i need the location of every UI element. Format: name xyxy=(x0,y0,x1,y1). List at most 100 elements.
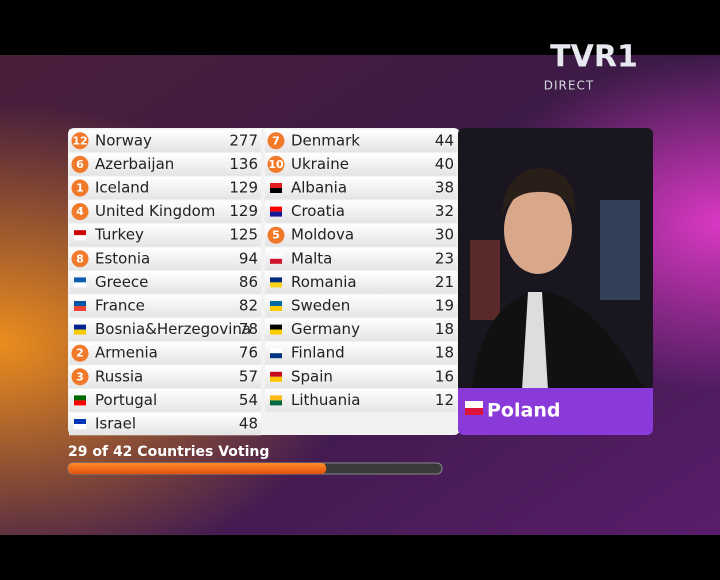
country-name: Israel xyxy=(95,415,136,433)
score: 82 xyxy=(239,297,258,315)
country-name: Malta xyxy=(291,249,332,267)
score: 19 xyxy=(435,297,454,315)
flag-icon xyxy=(270,183,282,188)
country-name: Romania xyxy=(291,273,357,291)
score: 57 xyxy=(239,367,258,385)
points-badge xyxy=(71,368,89,386)
flag-icon xyxy=(270,277,282,283)
country-name: Armenia xyxy=(95,344,158,362)
flag-icon xyxy=(74,424,86,429)
score: 40 xyxy=(435,155,454,173)
row-background xyxy=(69,223,261,247)
country-name: Portugal xyxy=(95,391,157,409)
country-name: United Kingdom xyxy=(95,202,215,220)
score: 32 xyxy=(435,202,454,220)
flag-icon xyxy=(270,301,282,306)
row-background xyxy=(69,271,261,294)
score: 94 xyxy=(239,249,258,267)
row-background xyxy=(69,365,261,389)
flag-icon xyxy=(74,395,86,401)
video-feed: Poland xyxy=(458,128,653,435)
score: 18 xyxy=(435,344,454,362)
points-badge-text: 10 xyxy=(268,158,284,171)
score: 21 xyxy=(435,273,454,291)
flag-icon xyxy=(74,277,86,283)
flag-icon xyxy=(270,282,282,288)
row-background xyxy=(69,200,261,223)
points-badge xyxy=(71,203,89,221)
country-name: Sweden xyxy=(291,297,350,315)
country-name: Finland xyxy=(291,344,345,362)
country-name: Bosnia&Herzegovina xyxy=(95,320,251,338)
flag-icon xyxy=(74,324,86,330)
country-name: Turkey xyxy=(94,226,144,244)
points-badge-text: 6 xyxy=(76,158,84,171)
points-badge xyxy=(71,132,89,150)
points-badge-text: 8 xyxy=(76,252,84,265)
flag-icon xyxy=(270,400,282,406)
flag-icon xyxy=(270,353,282,359)
row-background xyxy=(69,389,261,412)
row-background xyxy=(265,200,457,223)
points-badge xyxy=(267,132,285,150)
score: 30 xyxy=(435,226,454,244)
row-background xyxy=(69,247,261,271)
voting-country: Poland xyxy=(487,400,560,422)
row-background xyxy=(265,271,457,294)
flag-icon xyxy=(270,329,282,335)
row-background xyxy=(265,318,457,341)
row-background xyxy=(69,341,261,365)
score: 76 xyxy=(239,344,258,362)
score: 38 xyxy=(435,179,454,197)
flag-icon xyxy=(74,306,86,311)
flag-icon xyxy=(270,206,282,212)
flag-icon xyxy=(74,235,86,241)
points-badge-text: 3 xyxy=(76,370,84,383)
score: 129 xyxy=(229,179,258,197)
row-background xyxy=(265,294,457,318)
flag-icon xyxy=(270,188,282,193)
points-badge-text: 1 xyxy=(76,182,84,195)
points-badge-text: 2 xyxy=(76,347,84,360)
flag-icon xyxy=(270,348,282,354)
country-name: Estonia xyxy=(95,249,150,267)
country-name: Ukraine xyxy=(291,155,349,173)
country-name: Croatia xyxy=(291,202,345,220)
flag-icon xyxy=(74,329,86,335)
flag-icon xyxy=(270,324,282,330)
row-background xyxy=(265,389,457,412)
country-name: Russia xyxy=(95,367,143,385)
points-badge xyxy=(71,179,89,197)
flag-icon xyxy=(74,400,86,406)
flag-icon xyxy=(74,419,86,424)
flag-icon xyxy=(270,211,282,217)
flag-icon xyxy=(74,282,86,288)
row-background xyxy=(265,247,457,271)
row-background xyxy=(69,412,261,436)
flag-icon xyxy=(270,253,282,259)
score: 86 xyxy=(239,273,258,291)
points-badge xyxy=(267,155,285,173)
points-badge xyxy=(71,250,89,268)
points-badge-text: 4 xyxy=(76,205,84,218)
country-name: Spain xyxy=(291,367,333,385)
score: 48 xyxy=(239,415,258,433)
country-name: Iceland xyxy=(95,179,149,197)
country-name: Greece xyxy=(95,273,148,291)
row-background xyxy=(265,129,457,153)
score: 23 xyxy=(435,249,454,267)
row-background xyxy=(69,153,261,176)
score: 18 xyxy=(435,320,454,338)
country-name: Azerbaijan xyxy=(95,155,174,173)
row-background xyxy=(265,153,457,176)
country-name: Denmark xyxy=(291,131,360,149)
points-badge-text: 5 xyxy=(272,229,280,242)
row-background xyxy=(69,176,261,200)
points-badge xyxy=(71,344,89,362)
score: 277 xyxy=(229,131,258,149)
progress-label: 29 of 42 Countries Voting xyxy=(68,444,269,460)
flag-icon xyxy=(270,395,282,401)
points-badge xyxy=(267,226,285,244)
country-name: Germany xyxy=(291,320,360,338)
score: 54 xyxy=(239,391,258,409)
